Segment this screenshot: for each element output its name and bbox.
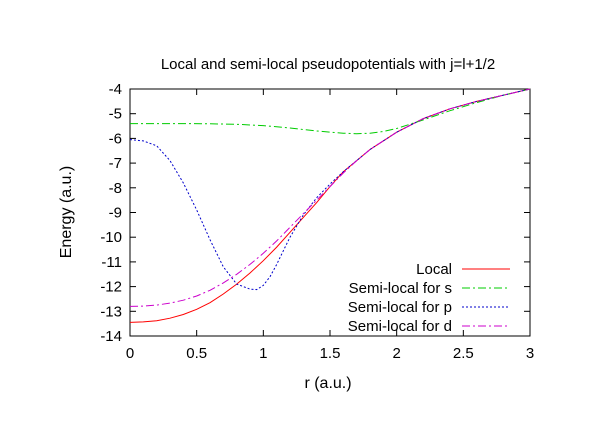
x-tick-label: 2.5 <box>453 345 474 362</box>
x-tick-label: 0 <box>126 345 134 362</box>
x-tick-label: 2 <box>392 345 400 362</box>
series-layer <box>129 88 531 323</box>
y-tick-label: -5 <box>109 106 122 123</box>
x-tick-label: 0.5 <box>186 345 207 362</box>
y-tick-label: -13 <box>100 303 122 320</box>
legend: Local Semi-local for s Semi-local for p Sem… <box>348 261 510 335</box>
y-tick-label: -4 <box>109 81 122 98</box>
x-tick-label: 3 <box>526 345 534 362</box>
y-tick-label: -11 <box>101 254 122 271</box>
chart-title: Local and semi-local pseudopotentials wi… <box>161 56 495 73</box>
legend-label: Local <box>416 261 452 278</box>
y-tick-label: -12 <box>100 279 122 296</box>
plot-area-frame <box>129 88 531 337</box>
series-line-3 <box>129 88 531 291</box>
legend-label: Semi-local for d <box>348 318 452 335</box>
y-tick-label: -9 <box>109 205 122 222</box>
x-tick-label: 1.5 <box>320 345 341 362</box>
y-axis-label: Energy (a.u.) <box>58 166 75 258</box>
x-axis-label: r (a.u.) <box>304 375 351 392</box>
y-tick-label: -10 <box>100 229 122 246</box>
x-tick-label: 1 <box>259 345 267 362</box>
y-tick-label: -8 <box>109 180 122 197</box>
legend-label: Semi-local for p <box>348 299 452 316</box>
y-tick-label: -6 <box>109 130 122 147</box>
series-line-4 <box>129 88 531 307</box>
series-line-2 <box>130 88 531 135</box>
legend-label: Semi-local for s <box>349 280 452 297</box>
axis-ticks: 0 0.5 1 1.5 2 2.5 3 -4 -5 -6 -7 -8 -9 -10 -11 -12 -13 -14 <box>100 81 534 362</box>
y-tick-label: -7 <box>109 155 122 172</box>
y-tick-label: -14 <box>100 328 122 345</box>
